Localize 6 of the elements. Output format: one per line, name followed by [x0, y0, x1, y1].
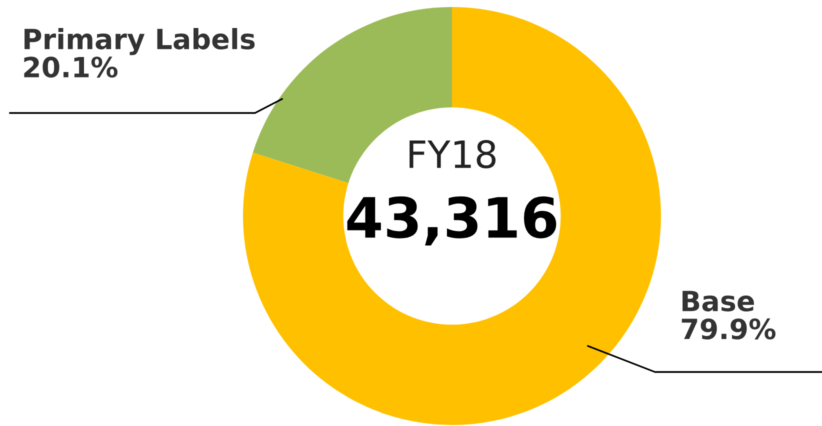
data-label: 79.9% — [682, 318, 776, 340]
text: FY18 — [410, 140, 496, 168]
slice-label: Primary Labels — [24, 28, 255, 56]
slice-label: Base — [682, 290, 754, 312]
text: 43,316 — [347, 196, 556, 246]
data-label: 20.1% — [24, 56, 118, 78]
